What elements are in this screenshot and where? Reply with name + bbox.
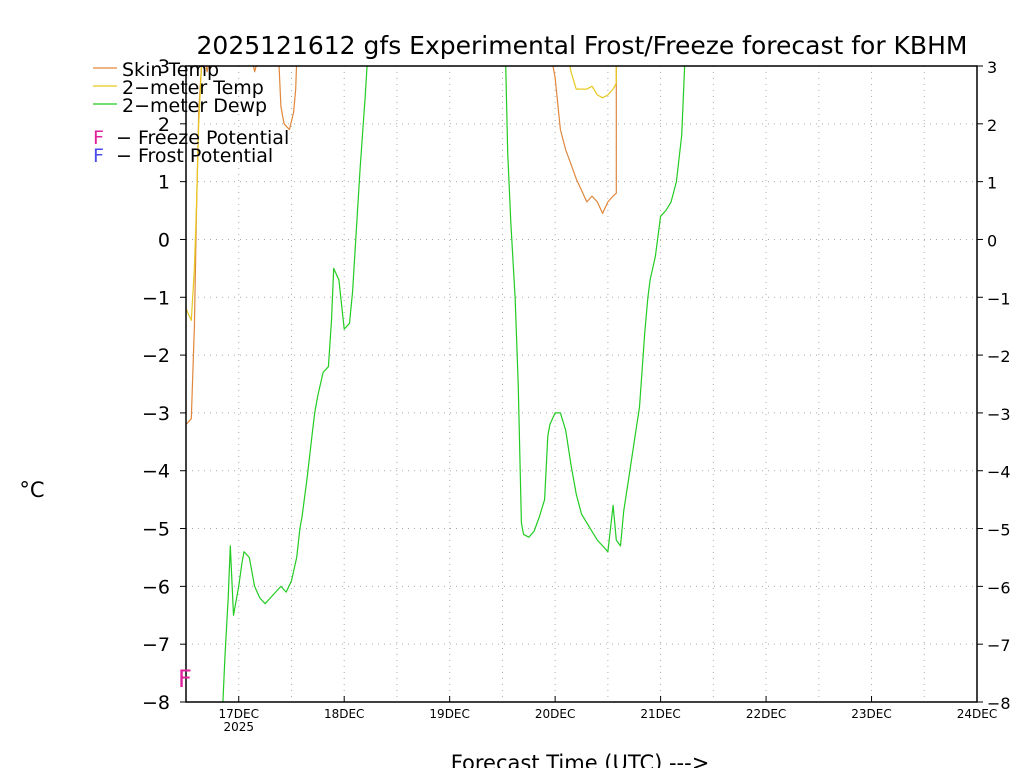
y-tick-label-right: −2	[987, 347, 1011, 366]
grid-lines	[186, 66, 977, 702]
y-tick-label-right: −8	[987, 694, 1011, 713]
y-tick-label-right: −3	[987, 405, 1011, 424]
x-tick-label: 17DEC	[218, 707, 258, 721]
y-tick-label-right: −1	[987, 289, 1011, 308]
series-lines	[186, 66, 686, 702]
y-tick-label: −6	[142, 576, 170, 598]
legend-marker-glyph: F	[93, 127, 104, 149]
y-tick-label-right: −7	[987, 636, 1011, 655]
chart-title: 2025121612 gfs Experimental Frost/Freeze…	[197, 31, 968, 60]
x-axis-label: Forecast Time (UTC) --->	[451, 751, 710, 768]
legend-entry: Skin Temp	[122, 59, 219, 81]
series-line-2-meter-dewp	[222, 66, 368, 702]
series-line-skin-temp	[552, 66, 617, 214]
x-tick-label: 21DEC	[640, 707, 680, 721]
y-tick-label-right: 1	[987, 174, 997, 193]
y-tick-label-right: 3	[987, 58, 997, 77]
y-tick-label: −2	[142, 345, 170, 367]
y-tick-label: 0	[158, 229, 170, 251]
series-line-skin-temp	[205, 66, 209, 73]
legend-marker-glyph: F	[93, 145, 104, 167]
annotations: F	[178, 665, 192, 693]
series-line-skin-temp	[278, 66, 298, 131]
y-axis-label: °C	[19, 478, 44, 502]
x-tick-label: 20DEC	[535, 707, 575, 721]
y-tick-label: −3	[142, 403, 170, 425]
y-tick-label-right: 0	[987, 231, 997, 250]
legend-entry: 2−meter Dewp	[122, 95, 267, 117]
legend-entry: 2−meter Temp	[122, 77, 264, 99]
y-tick-label-right: −5	[987, 521, 1011, 540]
y-tick-labels-right: −8 −7 −6 −5 −4 −3 −2 −1 0 1 2 3	[977, 58, 1011, 713]
series-line-2-meter-temp	[569, 66, 617, 99]
x-tick-label: 19DEC	[429, 707, 469, 721]
y-tick-label: −5	[142, 519, 170, 541]
legend-marker-text: − Freeze Potential	[116, 127, 289, 149]
plot-frame	[185, 65, 978, 703]
freeze-marker: F	[178, 665, 192, 693]
y-tick-label: −4	[142, 461, 170, 483]
y-tick-label-right: −4	[987, 463, 1011, 482]
y-tick-label-right: −6	[987, 578, 1011, 597]
y-tick-label: −1	[142, 287, 170, 309]
y-tick-label-right: 2	[987, 116, 997, 135]
legend-marker-text: − Frost Potential	[116, 145, 273, 167]
x-tick-label: 18DEC	[324, 707, 364, 721]
y-tick-label: 1	[158, 172, 170, 194]
y-tick-label: 3	[158, 56, 170, 78]
series-line-2-meter-temp	[186, 66, 203, 321]
y-tick-label: −7	[142, 634, 170, 656]
y-tick-labels-left: −8 −7 −6 −5 −4 −3 −2 −1 0 1 2 3	[142, 56, 186, 714]
x-tick-label: 22DEC	[746, 707, 786, 721]
series-line-skin-temp	[252, 66, 257, 73]
x-tick-label: 23DEC	[851, 707, 891, 721]
x-tick-label: 24DEC	[957, 707, 997, 721]
y-tick-label: 2	[158, 114, 170, 136]
x-tick-sublabel: 2025	[223, 720, 254, 734]
series-line-2-meter-dewp	[505, 66, 686, 553]
y-tick-label: −8	[142, 692, 170, 714]
